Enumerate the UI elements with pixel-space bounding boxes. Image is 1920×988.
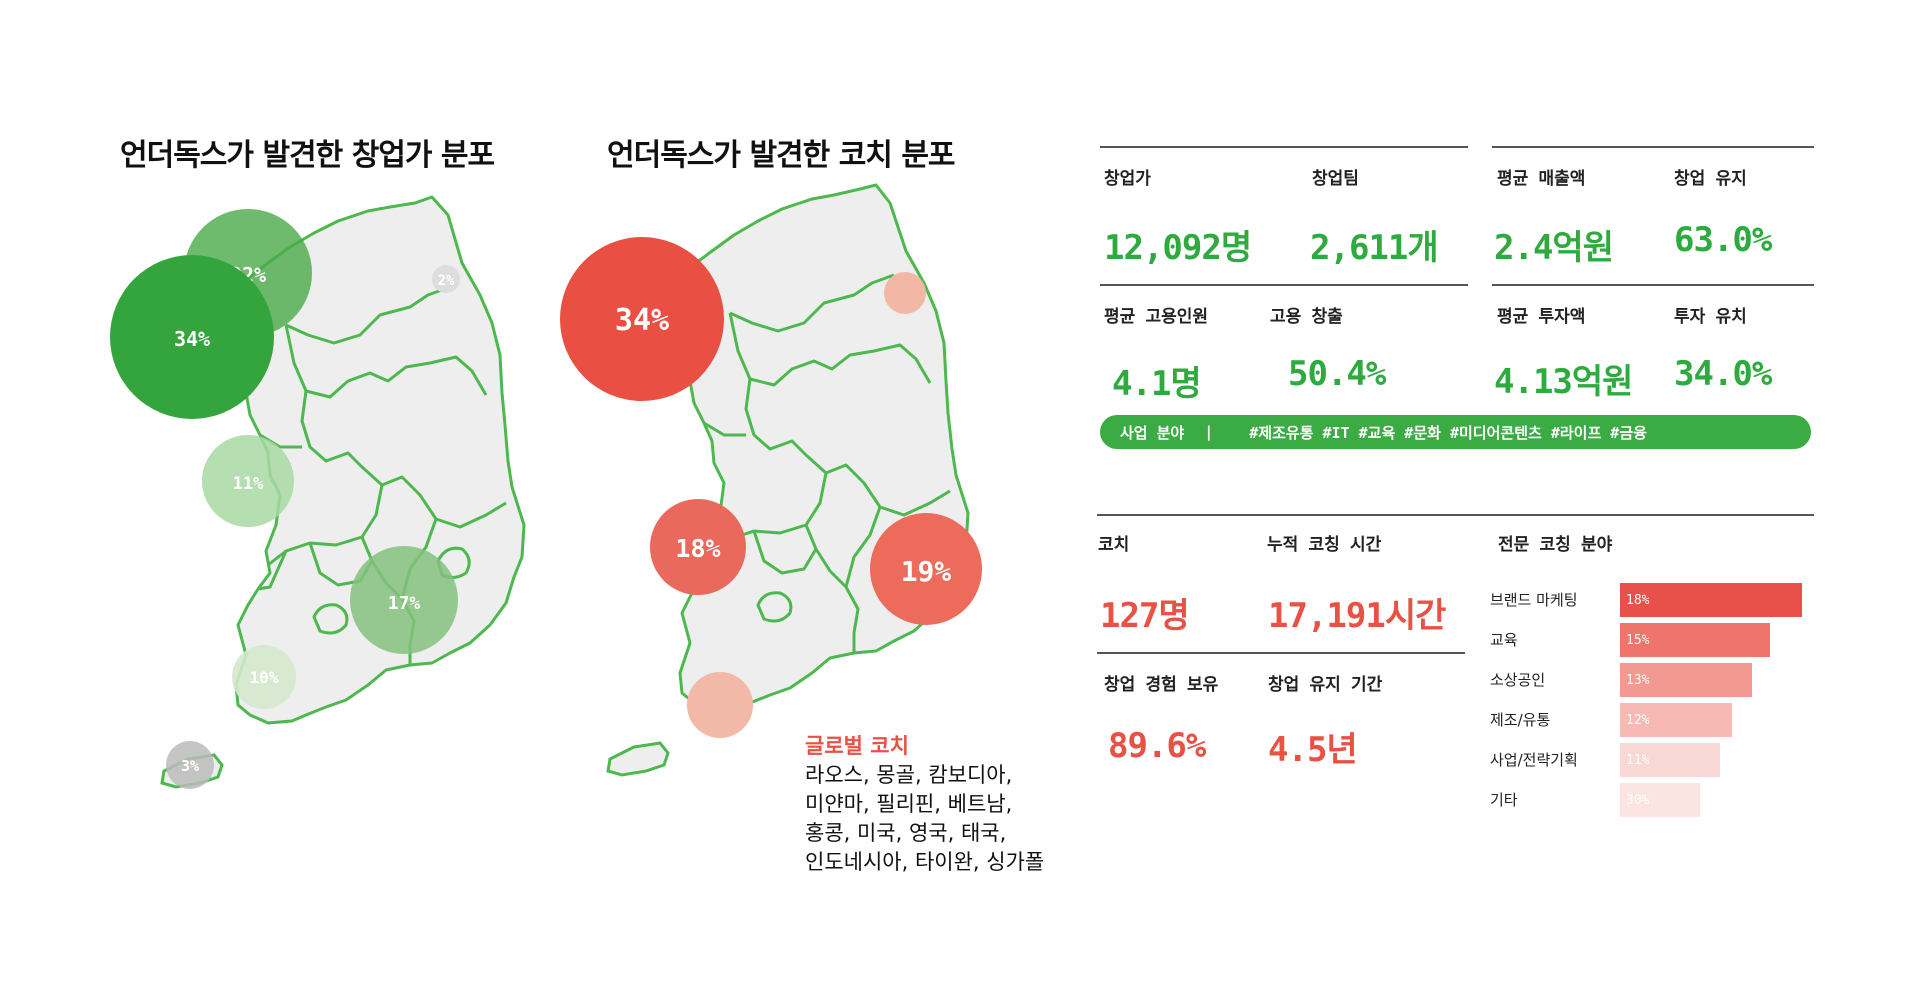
bar-value-mark: 18% <box>1620 583 1802 617</box>
bubble-coach-seoul <box>560 237 724 401</box>
bubble-coach-label-18: 18% <box>675 534 720 563</box>
global-coach-title: 글로벌 코치 <box>805 734 909 758</box>
bubble-label-3: 3% <box>181 757 199 775</box>
founder-map-title: 언더독스가 발견한 창업가 분포 <box>120 138 495 173</box>
bubble-coach-chungnam <box>650 499 746 595</box>
jeju-island-outline-2 <box>606 741 670 777</box>
bar-value-mark: 12% <box>1620 703 1732 737</box>
avg-revenue-label: 평균 매출액 <box>1497 169 1586 189</box>
bar-category-label: 제조/유통 <box>1490 711 1551 729</box>
survival-label: 창업 유지 <box>1674 169 1747 189</box>
coach-label: 코치 <box>1098 535 1130 555</box>
bubble-coach-label-34: 34% <box>615 303 669 338</box>
divider-mid-right <box>1492 284 1814 286</box>
bubble-label-11: 11% <box>233 474 264 494</box>
bubble-seoul-gyeonggi <box>110 255 274 419</box>
divider-top-left <box>1100 146 1468 148</box>
business-field-separator: | <box>1204 423 1214 441</box>
bar-category-label: 소상공인 <box>1490 671 1546 689</box>
bubble-coach-label-19: 19% <box>901 555 952 588</box>
founders-value: 12,092명 <box>1104 228 1252 268</box>
global-coach-block: 글로벌 코치 라오스, 몽골, 캄보디아, 미얀마, 필리핀, 베트남, 홍콩,… <box>805 732 1044 877</box>
bubble-coach-gyeongbuk <box>870 513 982 625</box>
bar-category-label: 사업/전략기획 <box>1490 751 1578 769</box>
avg-investment-value: 4.13억원 <box>1494 362 1633 402</box>
bubble-label-2: 2% <box>438 273 455 289</box>
divider-coach-top <box>1097 514 1814 516</box>
fields-label: 전문 코칭 분야 <box>1498 535 1613 555</box>
bubble-gangwon-east <box>432 265 460 293</box>
founder-bubbles: 22% 34% 2% 11% 17% 10% 3% <box>110 209 460 789</box>
bubble-label-34: 34% <box>174 327 210 351</box>
hours-label: 누적 코칭 시간 <box>1267 535 1382 555</box>
coach-bubbles: 34% 18% 19% <box>560 237 982 738</box>
bubble-jeonnam <box>232 645 296 709</box>
bar-category-label: 교육 <box>1490 631 1518 649</box>
experience-label: 창업 경험 보유 <box>1104 675 1219 695</box>
korea-mainland-outline-2 <box>660 183 970 713</box>
avg-revenue-value: 2.4억원 <box>1494 228 1614 268</box>
bar-value-mark: 13% <box>1620 663 1752 697</box>
bubble-chungnam <box>202 435 294 527</box>
investment-attract-value: 34.0% <box>1674 354 1772 394</box>
global-coach-line: 홍콩, 미국, 영국, 태국, <box>805 821 1007 845</box>
experience-value: 89.6% <box>1108 726 1206 766</box>
bar-category-label: 브랜드 마케팅 <box>1490 591 1578 609</box>
job-creation-label: 고용 창출 <box>1270 307 1343 327</box>
avg-employees-value: 4.1명 <box>1112 364 1202 404</box>
founder-distribution-map: 22% 34% 2% 11% 17% 10% 3% <box>110 195 526 789</box>
teams-label: 창업팀 <box>1312 169 1359 189</box>
bubble-jeju <box>166 741 214 789</box>
avg-investment-label: 평균 투자액 <box>1497 307 1586 327</box>
avg-employees-label: 평균 고용인원 <box>1104 307 1209 327</box>
bar-category-label: 기타 <box>1490 791 1518 809</box>
teams-value: 2,611개 <box>1310 228 1439 268</box>
bar-value-mark: 30% <box>1620 783 1700 817</box>
global-coach-line: 라오스, 몽골, 캄보디아, <box>805 763 1013 787</box>
coach-map-title: 언더독스가 발견한 코치 분포 <box>607 138 956 173</box>
hours-value: 17,191시간 <box>1268 596 1446 636</box>
bubble-coach-gangwon <box>884 272 926 314</box>
divider-mid-left <box>1100 284 1468 286</box>
founders-label: 창업가 <box>1104 169 1151 189</box>
survival-value: 63.0% <box>1674 220 1772 260</box>
business-field-tags: #제조유통 #IT #교육 #문화 #미디어콘텐츠 #라이프 #금융 <box>1249 423 1647 442</box>
duration-label: 창업 유지 기간 <box>1268 675 1383 695</box>
divider-top-right <box>1492 146 1814 148</box>
job-creation-value: 50.4% <box>1288 354 1386 394</box>
bubble-coach-jeonnam <box>687 672 753 738</box>
coach-value: 127명 <box>1100 596 1190 636</box>
global-coach-line: 미얀마, 필리핀, 베트남, <box>805 792 1013 816</box>
investment-attract-label: 투자 유치 <box>1674 307 1747 327</box>
duration-value: 4.5년 <box>1268 730 1358 770</box>
bubble-label-10: 10% <box>250 668 279 687</box>
bar-value-mark: 15% <box>1620 623 1770 657</box>
bubble-gyeongbuk <box>350 546 458 654</box>
global-coach-line: 인도네시아, 타이완, 싱가폴 <box>805 850 1045 874</box>
divider-coach-mid <box>1097 652 1465 654</box>
coach-distribution-map: 34% 18% 19% <box>560 183 982 777</box>
business-field-label: 사업 분야 <box>1120 423 1185 442</box>
bar-value-mark: 11% <box>1620 743 1720 777</box>
business-field-pill: 사업 분야 | #제조유통 #IT #교육 #문화 #미디어콘텐츠 #라이프 #… <box>1100 415 1811 449</box>
bubble-label-17: 17% <box>388 593 421 614</box>
